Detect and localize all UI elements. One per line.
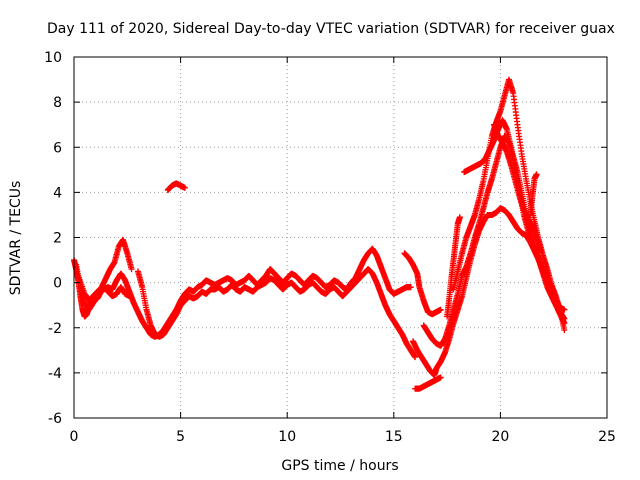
y-tick-label: 6 [53, 140, 62, 156]
data-point [437, 306, 444, 313]
data-point [456, 214, 463, 221]
y-tick-label: 8 [53, 95, 62, 111]
data-point [533, 171, 540, 178]
data-point [561, 327, 568, 334]
data-point [561, 320, 568, 327]
x-axis-label: GPS time / hours [281, 458, 398, 474]
x-tick-label: 15 [385, 429, 403, 445]
y-axis-label: SDTVAR / TECUs [8, 181, 24, 296]
data-point [437, 374, 444, 381]
axis-ticks: 0 5 10 15 20 25 -6 -4 -2 0 2 4 6 8 10 [44, 50, 616, 445]
x-tick-label: 5 [176, 429, 185, 445]
x-tick-label: 20 [491, 429, 509, 445]
y-tick-label: 2 [53, 231, 62, 247]
y-tick-label: -4 [48, 366, 62, 382]
x-tick-label: 10 [278, 429, 296, 445]
y-tick-label: -6 [48, 411, 62, 427]
data-point [126, 293, 133, 300]
data-point [412, 354, 419, 361]
y-tick-label: 0 [53, 276, 62, 292]
x-tick-label: 25 [598, 429, 616, 445]
grid [74, 57, 607, 418]
chart-title: Day 111 of 2020, Sidereal Day-to-day VTE… [47, 21, 615, 37]
y-tick-label: 10 [44, 50, 62, 66]
y-tick-label: -2 [48, 321, 62, 337]
x-tick-label: 0 [70, 429, 79, 445]
data-point [128, 266, 135, 273]
data-point [407, 284, 414, 291]
data-point [537, 248, 544, 255]
data-points [71, 76, 568, 392]
data-point [181, 184, 188, 191]
y-tick-label: 4 [53, 185, 62, 201]
